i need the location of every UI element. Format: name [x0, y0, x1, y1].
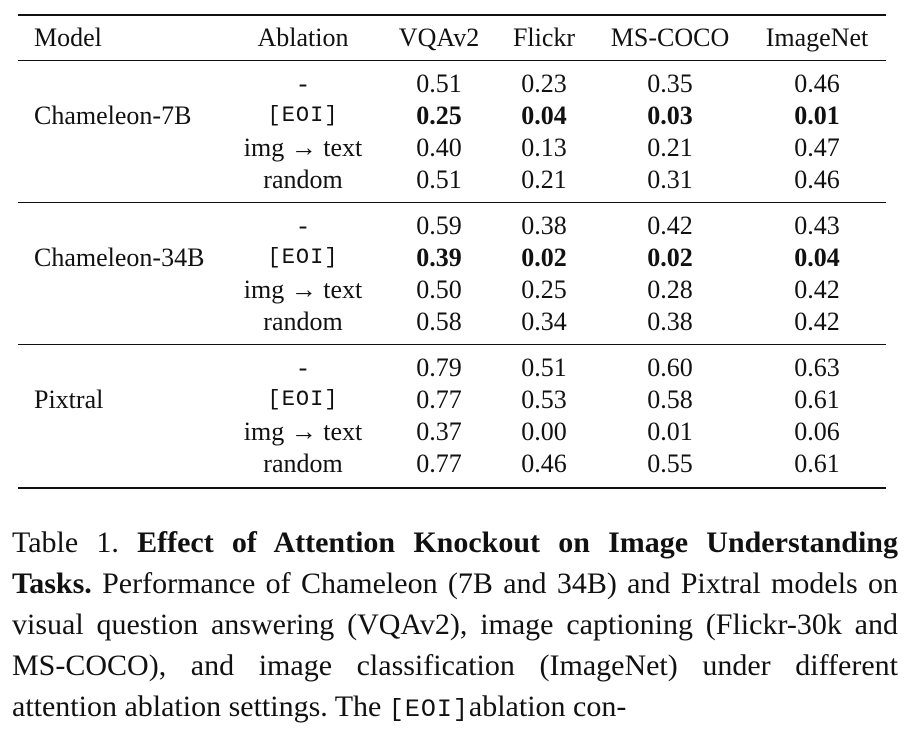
- value-cell: 0.28: [647, 275, 693, 304]
- ablation-cell: random: [263, 307, 343, 336]
- value-cell: 0.25: [416, 101, 462, 130]
- value-cell: 0.31: [647, 165, 693, 194]
- value-cell: 0.21: [521, 165, 567, 194]
- value-cell: 0.55: [647, 449, 693, 478]
- value-cell: 0.46: [521, 449, 567, 478]
- caption-title: Effect of Attention Knockout on Image Un…: [12, 526, 898, 600]
- value-cell: 0.42: [794, 307, 840, 336]
- caption-token: [EOI]: [388, 695, 469, 724]
- value-cell: 0.06: [794, 417, 840, 446]
- value-cell: 0.46: [794, 69, 840, 98]
- value-cell: 0.34: [521, 307, 567, 336]
- ablation-cell: [EOI]: [267, 245, 339, 270]
- caption-body-end: ablation con-: [468, 690, 627, 723]
- value-cell: 0.35: [647, 69, 693, 98]
- value-cell: 0.02: [647, 243, 693, 272]
- table-rule: [18, 60, 886, 61]
- model-name: Chameleon-34B: [34, 243, 205, 272]
- value-cell: 0.43: [794, 211, 840, 240]
- caption-label: Table 1.: [12, 526, 119, 559]
- table-rule: [18, 202, 886, 203]
- value-cell: 0.51: [521, 353, 567, 382]
- value-cell: 0.01: [647, 417, 693, 446]
- value-cell: 0.50: [416, 275, 462, 304]
- value-cell: 0.38: [521, 211, 567, 240]
- value-cell: 0.01: [794, 101, 840, 130]
- value-cell: 0.51: [416, 69, 462, 98]
- caption-body: Performance of Chameleon (7B and 34B) an…: [12, 567, 899, 723]
- ablation-cell: img → text: [243, 275, 363, 304]
- column-header: Flickr: [512, 23, 576, 52]
- value-cell: 0.61: [794, 385, 840, 414]
- model-name: Chameleon-7B: [34, 101, 192, 130]
- table-rule: [18, 344, 886, 345]
- column-header: Model: [34, 23, 102, 52]
- value-cell: 0.79: [416, 353, 462, 382]
- value-cell: 0.51: [416, 165, 462, 194]
- value-cell: 0.59: [416, 211, 462, 240]
- value-cell: 0.04: [521, 101, 567, 130]
- ablation-cell: [EOI]: [267, 103, 339, 128]
- ablation-cell: -: [298, 353, 308, 382]
- value-cell: 0.42: [647, 211, 693, 240]
- model-name: Pixtral: [34, 385, 104, 414]
- value-cell: 0.42: [794, 275, 840, 304]
- column-header: VQAv2: [398, 23, 480, 52]
- value-cell: 0.37: [416, 417, 462, 446]
- table-rule: [18, 14, 886, 16]
- value-cell: 0.02: [521, 243, 567, 272]
- value-cell: 0.21: [647, 133, 693, 162]
- value-cell: 0.13: [521, 133, 567, 162]
- column-header: MS-COCO: [610, 23, 730, 52]
- value-cell: 0.39: [416, 243, 462, 272]
- value-cell: 0.77: [416, 449, 462, 478]
- value-cell: 0.40: [416, 133, 462, 162]
- value-cell: 0.00: [521, 417, 567, 446]
- ablation-cell: random: [263, 165, 343, 194]
- value-cell: 0.77: [416, 385, 462, 414]
- value-cell: 0.23: [521, 69, 567, 98]
- value-cell: 0.63: [794, 353, 840, 382]
- value-cell: 0.38: [647, 307, 693, 336]
- value-cell: 0.53: [521, 385, 567, 414]
- value-cell: 0.03: [647, 101, 693, 130]
- ablation-cell: -: [298, 211, 308, 240]
- value-cell: 0.04: [794, 243, 840, 272]
- ablation-cell: random: [263, 449, 343, 478]
- table-caption: Table 1. Effect of Attention Knockout on…: [12, 522, 898, 730]
- value-cell: 0.58: [647, 385, 693, 414]
- ablation-cell: [EOI]: [267, 387, 339, 412]
- column-header: Ablation: [257, 23, 349, 52]
- ablation-cell: img → text: [243, 133, 363, 162]
- column-header: ImageNet: [765, 23, 869, 52]
- value-cell: 0.25: [521, 275, 567, 304]
- value-cell: 0.61: [794, 449, 840, 478]
- value-cell: 0.47: [794, 133, 840, 162]
- ablation-cell: img → text: [243, 417, 363, 446]
- table-rule: [18, 487, 886, 489]
- value-cell: 0.60: [647, 353, 693, 382]
- ablation-cell: -: [298, 69, 308, 98]
- value-cell: 0.58: [416, 307, 462, 336]
- value-cell: 0.46: [794, 165, 840, 194]
